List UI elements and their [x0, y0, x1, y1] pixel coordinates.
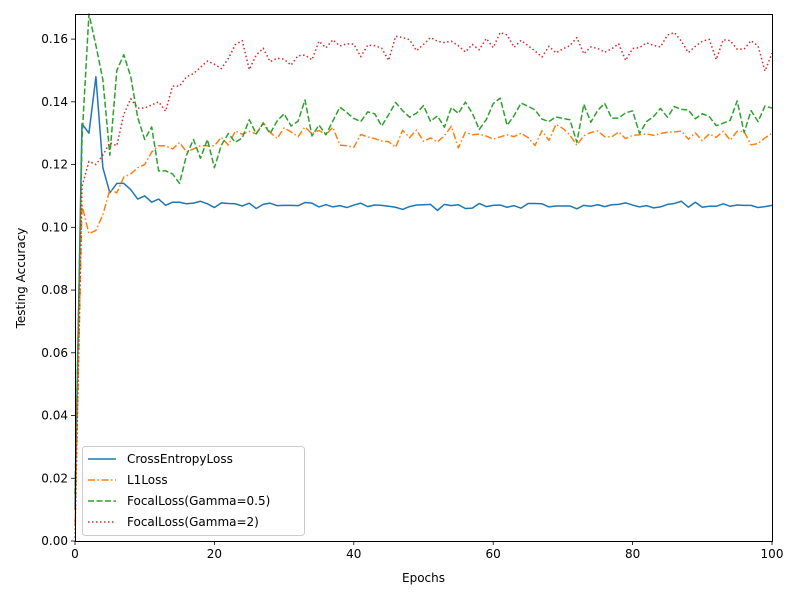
y-tick-label: 0.04 [41, 409, 68, 423]
x-tick-label: 40 [346, 547, 361, 561]
plot-frame [75, 14, 773, 542]
y-tick-label: 0.10 [41, 220, 68, 234]
y-tick-label: 0.02 [41, 471, 68, 485]
x-tick-label: 20 [207, 547, 222, 561]
x-axis-ticks: 0 20 40 60 80 100 [71, 541, 783, 561]
x-tick-label: 100 [761, 547, 784, 561]
legend-label: L1Loss [127, 473, 168, 487]
series-line-3 [74, 31, 773, 538]
y-axis-title: Testing Accuracy [14, 228, 28, 330]
series-line-0 [74, 75, 773, 510]
series-layer [74, 13, 773, 538]
y-tick-label: 0.14 [41, 95, 68, 109]
x-tick-label: 0 [71, 547, 79, 561]
y-tick-label: 0.00 [41, 534, 68, 548]
legend: CrossEntropyLoss L1Loss FocalLoss(Gamma=0.… [82, 446, 305, 536]
x-axis-title: Epochs [402, 571, 445, 585]
y-tick-label: 0.12 [41, 158, 68, 172]
legend-label: CrossEntropyLoss [127, 452, 233, 466]
series-line-2 [74, 13, 773, 494]
x-tick-label: 80 [625, 547, 640, 561]
x-tick-label: 60 [486, 547, 501, 561]
legend-label: FocalLoss(Gamma=2) [127, 515, 259, 529]
series-line-1 [74, 121, 773, 526]
y-tick-label: 0.16 [41, 32, 68, 46]
y-tick-label: 0.06 [41, 346, 68, 360]
legend-label: FocalLoss(Gamma=0.5) [127, 494, 270, 508]
y-axis-ticks: 0.00 0.02 0.04 0.06 0.08 0.10 0.12 0.14 0.16 [41, 32, 75, 548]
legend-frame [82, 446, 305, 536]
y-tick-label: 0.08 [41, 283, 68, 297]
